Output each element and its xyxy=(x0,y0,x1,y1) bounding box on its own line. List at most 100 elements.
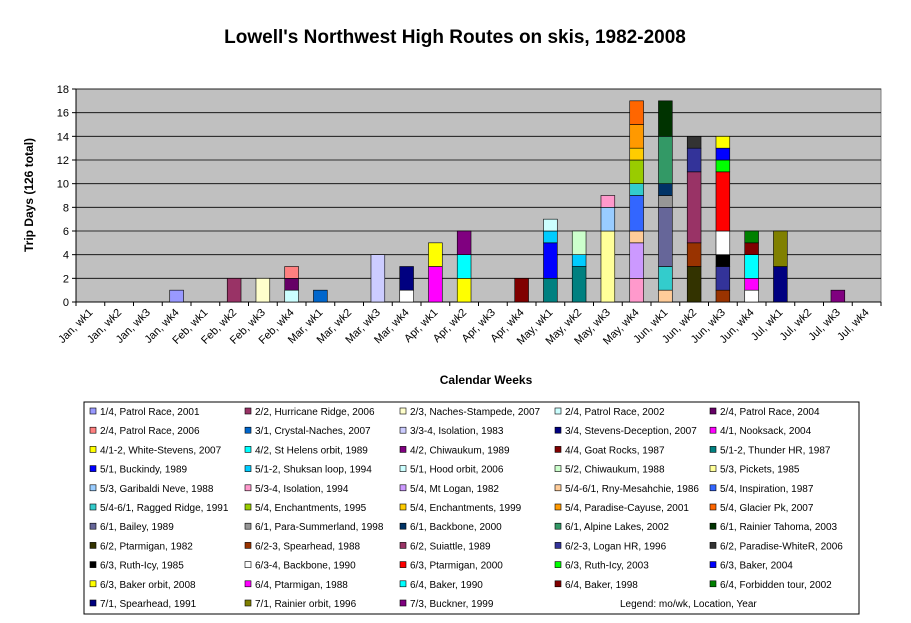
bar-segment xyxy=(744,242,759,255)
bar-segment xyxy=(370,254,386,303)
bar-segment xyxy=(715,147,731,161)
legend-swatch xyxy=(399,542,407,549)
legend-entry: 6/2, Suiattle, 1989 xyxy=(410,541,491,552)
y-tick-label: 12 xyxy=(57,155,69,167)
bar-segment xyxy=(399,266,414,291)
bar-segment xyxy=(715,136,731,149)
x-tick-label: Jul, wk4 xyxy=(835,307,872,344)
legend-swatch xyxy=(709,542,717,549)
legend-entry: 5/1, Buckindy, 1989 xyxy=(100,465,188,476)
bar-segment xyxy=(830,289,846,303)
bar-segment xyxy=(284,289,299,303)
legend-entry: 4/1-2, White-Stevens, 2007 xyxy=(100,445,222,456)
bar-segment xyxy=(744,278,759,291)
legend-swatch xyxy=(89,446,97,453)
y-tick-label: 8 xyxy=(63,202,69,214)
legend-swatch xyxy=(709,561,717,568)
legend-swatch xyxy=(709,407,717,415)
legend-entry: 5/4, Inspiration, 1987 xyxy=(720,484,814,495)
legend-swatch xyxy=(89,542,97,549)
legend-entry: 5/1-2, Shuksan loop, 1994 xyxy=(255,465,372,476)
legend-swatch xyxy=(554,407,562,415)
bar-segment xyxy=(629,230,644,244)
bar-segment xyxy=(255,278,271,303)
bar-segment xyxy=(658,195,673,208)
legend-entry: 5/2, Chiwaukum, 1988 xyxy=(565,465,665,476)
legend-entry: 3/1, Crystal-Naches, 2007 xyxy=(255,426,371,437)
bar-segment xyxy=(658,207,673,267)
bar-segment xyxy=(543,242,558,279)
bar-segment xyxy=(715,266,731,291)
bar-segment xyxy=(686,136,702,149)
bar-segment xyxy=(629,278,644,303)
bar-segment xyxy=(629,242,644,279)
legend-swatch xyxy=(244,446,252,453)
bar-segment xyxy=(514,278,529,303)
legend-swatch xyxy=(399,561,407,568)
legend-entry: 6/3, Ruth-Icy, 2003 xyxy=(565,561,649,572)
bar-segment xyxy=(715,171,731,232)
legend-swatch xyxy=(399,446,407,453)
bar-segment xyxy=(456,254,472,279)
legend-entry: 5/3, Pickets, 1985 xyxy=(720,465,800,476)
legend-entry: 6/4, Baker, 1998 xyxy=(565,580,638,591)
bar-segment xyxy=(600,195,616,208)
legend-entry: 5/4-6/1, Ragged Ridge, 1991 xyxy=(100,503,229,514)
bar-segment xyxy=(715,230,731,255)
y-axis-title: Trip Days (126 total) xyxy=(22,138,36,252)
legend-swatch xyxy=(554,503,562,511)
legend-entry: 4/2, Chiwaukum, 1989 xyxy=(410,445,510,456)
legend-entry: 5/4, Enchantments, 1995 xyxy=(255,503,367,514)
legend-swatch xyxy=(554,426,562,434)
legend-entry: 7/1, Spearhead, 1991 xyxy=(100,599,197,610)
bar-segment xyxy=(571,254,587,267)
legend-entry: 6/2-3, Logan HR, 1996 xyxy=(565,541,667,552)
legend-entry: 2/4, Patrol Race, 2006 xyxy=(100,426,200,437)
y-tick-label: 6 xyxy=(63,226,69,238)
bar-segment xyxy=(773,266,788,303)
legend-entry: 6/3, Baker, 2004 xyxy=(720,561,793,572)
bar-segment xyxy=(226,278,242,303)
legend-swatch xyxy=(89,407,97,415)
legend-entry: 7/1, Rainier orbit, 1996 xyxy=(255,599,357,610)
legend-entry: 6/1, Para-Summerland, 1998 xyxy=(255,522,384,533)
legend-swatch xyxy=(89,599,97,607)
legend-entry: 6/3, Baker orbit, 2008 xyxy=(100,580,196,591)
bar-segment xyxy=(600,230,616,303)
legend-box xyxy=(83,401,860,615)
legend-swatch xyxy=(709,446,717,453)
bar-segment xyxy=(658,136,673,184)
bar-segment xyxy=(600,207,616,232)
x-axis-title: Calendar Weeks xyxy=(440,373,533,387)
legend-entry: 6/1, Bailey, 1989 xyxy=(100,522,174,533)
bar-segment xyxy=(543,218,558,232)
bar-segment xyxy=(715,254,731,267)
legend-entry: 2/2, Hurricane Ridge, 2006 xyxy=(255,407,375,418)
legend-swatch xyxy=(244,599,252,607)
bar-segment xyxy=(456,278,472,303)
legend-swatch xyxy=(709,484,717,492)
legend-entry: 2/3, Naches-Stampede, 2007 xyxy=(410,407,541,418)
legend-entry: 2/4, Patrol Race, 2002 xyxy=(565,407,665,418)
legend-entry: 6/2, Paradise-WhiteR, 2006 xyxy=(720,541,843,552)
legend-swatch xyxy=(554,542,562,549)
bar-segment xyxy=(629,183,644,196)
legend-swatch xyxy=(399,465,407,472)
legend-entry: 5/4-6/1, Rny-Mesahchie, 1986 xyxy=(565,484,699,495)
legend-swatch xyxy=(244,503,252,511)
y-tick-label: 4 xyxy=(63,250,69,262)
legend-entry: 6/4, Forbidden tour, 2002 xyxy=(720,580,832,591)
legend-entry: 6/2, Ptarmigan, 1982 xyxy=(100,541,193,552)
legend-entry: 6/1, Backbone, 2000 xyxy=(410,522,502,533)
y-tick-label: 2 xyxy=(63,273,69,285)
bar-segment xyxy=(629,124,644,149)
bar-segment xyxy=(543,278,558,303)
bar-segment xyxy=(399,289,414,303)
legend-swatch xyxy=(89,484,97,492)
legend-swatch xyxy=(399,599,407,607)
legend-swatch xyxy=(89,561,97,568)
bar-segment xyxy=(686,171,702,244)
bar-segment xyxy=(715,289,731,303)
legend-swatch xyxy=(244,522,252,530)
legend-entry: 6/1, Alpine Lakes, 2002 xyxy=(565,522,669,533)
